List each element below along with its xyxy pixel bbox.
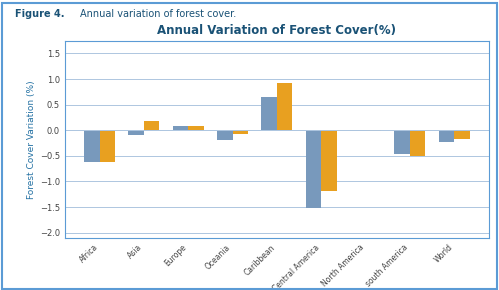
Bar	[277, 83, 292, 130]
Bar	[439, 130, 454, 142]
Bar	[366, 130, 381, 131]
Bar	[410, 130, 426, 156]
Title: Annual Variation of Forest Cover(%): Annual Variation of Forest Cover(%)	[158, 24, 396, 37]
Y-axis label: Forest Cover Variation (%): Forest Cover Variation (%)	[27, 80, 36, 199]
Text: Figure 4.: Figure 4.	[15, 9, 64, 19]
Bar	[217, 130, 233, 140]
Bar	[233, 130, 248, 134]
Bar	[261, 97, 277, 130]
Bar	[84, 130, 100, 162]
Text: Annual variation of forest cover.: Annual variation of forest cover.	[80, 9, 236, 19]
Bar	[454, 130, 470, 139]
Bar	[394, 130, 410, 154]
Bar	[128, 130, 144, 135]
Bar	[306, 130, 321, 208]
Bar	[173, 126, 188, 130]
Bar	[144, 121, 160, 130]
Bar	[100, 130, 115, 162]
Bar	[321, 130, 337, 191]
Bar	[188, 126, 204, 130]
Bar	[350, 130, 366, 131]
